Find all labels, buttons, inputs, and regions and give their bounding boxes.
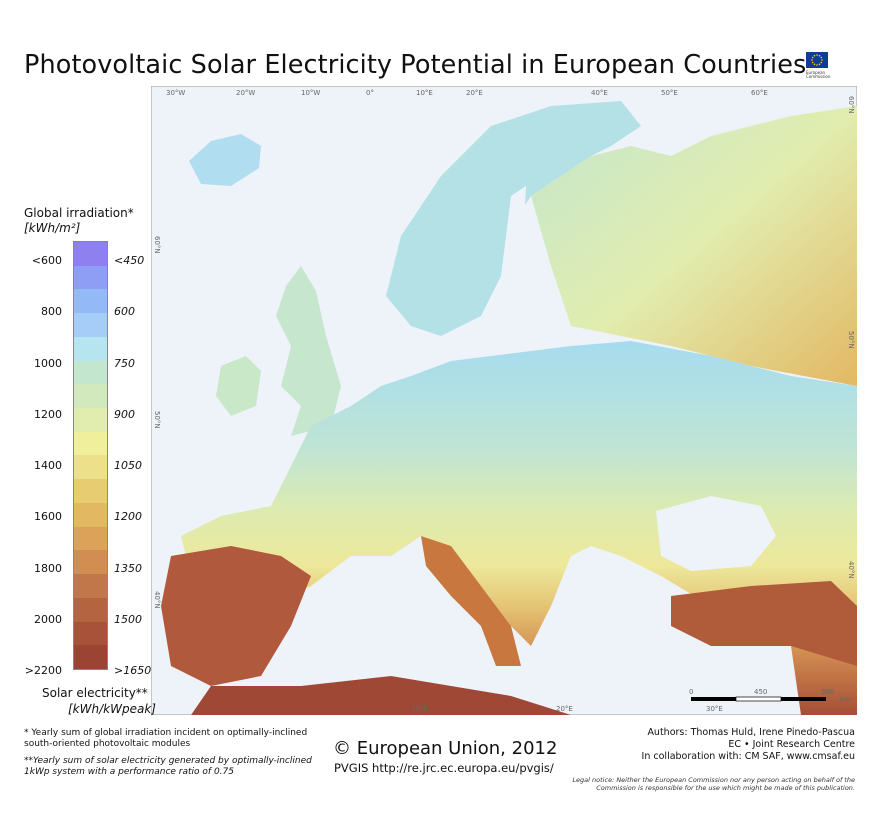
authors-line: In collaboration with: CM SAF, www.cmsaf… (641, 751, 855, 762)
legend-swatch (74, 597, 107, 622)
legend-swatch (74, 431, 107, 456)
lon-label: 20°E (556, 705, 573, 713)
authors-line: Authors: Thomas Huld, Irene Pinedo-Pascu… (647, 727, 855, 738)
scale-unit: km (840, 696, 851, 704)
anatolia (671, 581, 857, 666)
legend-swatch (74, 621, 107, 646)
irradiation-tick-label: >2200 (24, 664, 62, 677)
great-britain (276, 266, 341, 436)
solar-tick-label: 1050 (114, 459, 142, 472)
legend-swatch (74, 336, 107, 361)
legend-swatch (74, 574, 107, 598)
legend-swatch (74, 313, 107, 337)
lon-label: 10°E (416, 89, 433, 97)
page-title: Photovoltaic Solar Electricity Potential… (24, 50, 807, 80)
solar-legend-title: Solar electricity** (42, 686, 148, 700)
legend-swatch (74, 526, 107, 551)
authors: Authors: Thomas Huld, Irene Pinedo-Pascu… (642, 727, 855, 763)
legend-swatch (74, 645, 107, 669)
lat-label: 40°N (153, 591, 161, 609)
italy (421, 536, 521, 666)
irradiation-tick-label: 1200 (34, 407, 62, 421)
iberian-peninsula (161, 546, 311, 686)
european-commission-logo: European Commission (794, 44, 854, 84)
lat-label: 60°N (153, 236, 161, 254)
legend-swatch (74, 408, 107, 432)
scale-label: 0 (689, 688, 693, 696)
lat-label: 60°N (847, 96, 855, 114)
scale-bar: 0 450 900 km (689, 688, 851, 704)
pvgis-link[interactable]: PVGIS http://re.jrc.ec.europa.eu/pvgis/ (334, 761, 554, 775)
authors-line: EC • Joint Research Centre (728, 739, 855, 750)
lat-label: 40°N (847, 561, 855, 579)
solar-tick-label: 600 (114, 305, 135, 319)
ireland (216, 356, 261, 416)
solar-tick-label: 1500 (114, 612, 142, 626)
lat-label: 50°N (153, 411, 161, 429)
solar-tick-label: 750 (114, 356, 135, 370)
lon-label: 10°E (411, 705, 428, 713)
legend-color-bar (73, 241, 108, 670)
legend-title: Global irradiation* (24, 206, 134, 220)
irradiation-tick-label: 1400 (34, 459, 62, 472)
lon-label: 40°E (591, 89, 608, 97)
legend-swatch (74, 502, 107, 527)
lon-label: 60°E (751, 89, 768, 97)
irradiation-tick-label: 800 (41, 305, 62, 319)
lon-label: 10°W (301, 89, 320, 97)
legend-swatch (74, 384, 107, 409)
black-sea (656, 496, 776, 571)
iceland (189, 134, 261, 186)
lon-label: 0° (366, 89, 374, 97)
scale-label: 900 (821, 688, 834, 696)
irradiation-tick-label: 1600 (34, 510, 62, 524)
legend-unit: [kWh/m²] (24, 221, 81, 235)
north-africa (191, 676, 571, 715)
lon-label: 30°E (706, 705, 723, 713)
legend-swatch (74, 265, 107, 290)
footnote-solar: **Yearly sum of solar electricity genera… (24, 756, 312, 777)
baltic-sea (491, 186, 531, 346)
solar-tick-label: 900 (114, 407, 135, 421)
legend-swatch (74, 550, 107, 575)
legend-swatch (74, 360, 107, 385)
irradiation-tick-label: 1000 (34, 356, 62, 370)
irradiation-tick-label: 1800 (34, 561, 62, 575)
scale-label: 450 (754, 688, 767, 696)
legend-swatch (74, 289, 107, 314)
legend-swatch (74, 455, 107, 480)
solar-legend-unit: [kWh/kWpeak] (68, 702, 156, 716)
lon-label: 20°W (236, 89, 255, 97)
irradiation-tick-label: 2000 (34, 612, 62, 626)
lon-label: 20°E (466, 89, 483, 97)
lat-label: 50°N (847, 331, 855, 349)
legend-swatch (74, 479, 107, 503)
logo-text: European Commission (806, 70, 831, 79)
footnote-irradiation: * Yearly sum of global irradiation incid… (24, 728, 308, 749)
eu-flag-icon (806, 52, 828, 68)
legend-swatch (74, 242, 107, 266)
copyright: © European Union, 2012 (333, 738, 558, 759)
solar-potential-map: 30°W 20°W 10°W 0° 10°E 20°E 40°E 50°E 60… (150, 85, 858, 716)
solar-tick-label: 1200 (114, 510, 142, 524)
solar-tick-label: >1650 (114, 664, 152, 677)
solar-tick-label: 1350 (114, 561, 142, 575)
grid-labels: 30°W 20°W 10°W 0° 10°E 20°E 40°E 50°E 60… (153, 89, 855, 713)
irradiation-tick-label: <600 (31, 254, 62, 267)
solar-tick-label: <450 (114, 254, 145, 267)
lon-label: 50°E (661, 89, 678, 97)
mainland-europe (181, 341, 857, 715)
finland-russia (531, 106, 857, 386)
lon-label: 30°W (166, 89, 185, 97)
legal-notice: Legal notice: Neither the European Commi… (572, 776, 855, 792)
